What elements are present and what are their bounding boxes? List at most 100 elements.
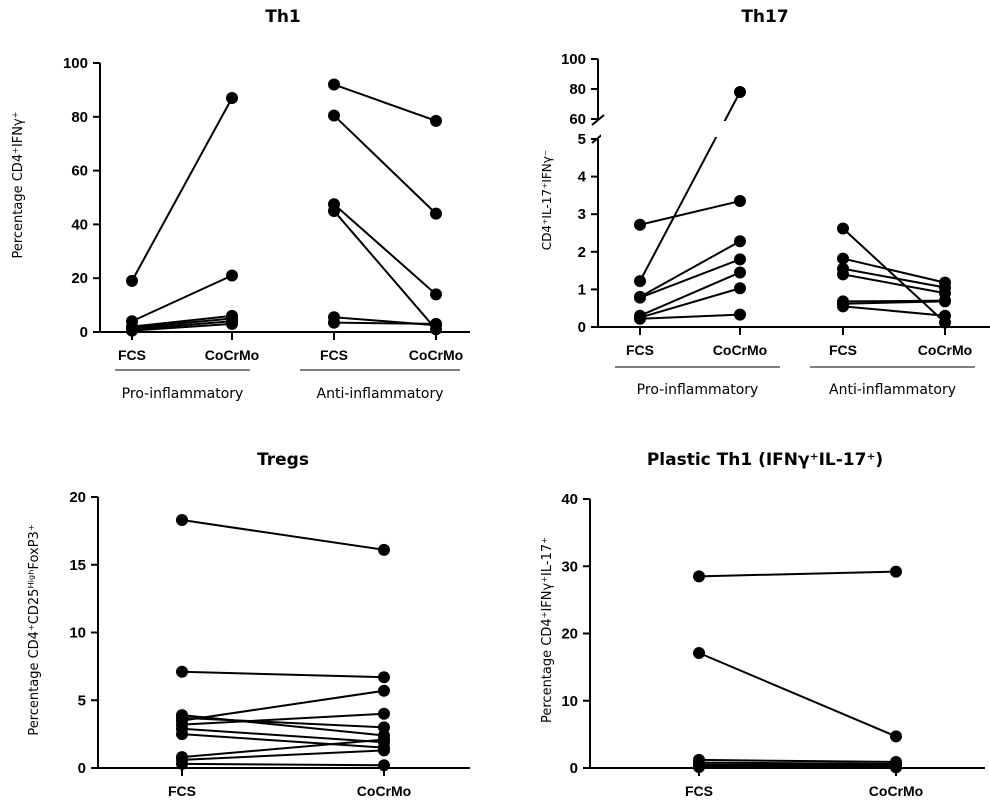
pair-line — [842, 305, 946, 317]
pair-line — [698, 570, 897, 578]
data-point — [634, 275, 646, 288]
group-label: Pro-inflammatory — [637, 382, 759, 398]
x-tick-label: CoCrMo — [713, 342, 767, 358]
pair-line — [131, 320, 233, 331]
data-point — [634, 291, 646, 304]
x-tick-label: FCS — [118, 347, 146, 363]
data-point — [226, 91, 238, 104]
x-tick-label: FCS — [685, 783, 713, 799]
group-label: Pro-inflammatory — [122, 386, 244, 402]
data-point — [378, 707, 390, 720]
data-point — [734, 253, 746, 266]
y-tick-label: 1 — [578, 281, 586, 298]
pair-line — [131, 97, 233, 282]
data-point — [693, 570, 705, 583]
pair-line — [333, 321, 437, 325]
chart-title: Tregs — [257, 450, 309, 470]
data-point — [328, 78, 340, 91]
y-axis-label: Percentage CD4⁺CD25ᴴⁱᵍʰFoxP3⁺ — [27, 524, 42, 735]
data-point — [890, 761, 902, 774]
panel-tregs: Tregs 0 5 10 15 20 FCS CoCrMo Percentage CD4⁺CD2… — [27, 450, 470, 799]
x-tick-label: FCS — [626, 342, 654, 358]
y-tick-label: 4 — [578, 169, 587, 186]
pair-line — [181, 712, 385, 726]
pair-line — [333, 203, 437, 296]
pair-line — [639, 313, 741, 320]
y-axis-label: Percentage CD4⁺IFNγ⁺IL-17⁺ — [540, 537, 555, 723]
panel-plastic: Plastic Th1 (IFNγ⁺IL-17⁺) 0 10 20 30 40 FCS CoC… — [540, 450, 985, 799]
x-tick-label: CoCrMo — [918, 342, 972, 358]
data-point — [430, 317, 442, 330]
data-point — [734, 266, 746, 279]
data-point — [837, 300, 849, 313]
data-point — [176, 728, 188, 741]
data-point — [378, 721, 390, 734]
data-point — [430, 207, 442, 220]
data-point — [226, 269, 238, 282]
panel-th17: Th17 0 1 2 3 4 5 60 80 100 FCS CoCrMo FCS CoCrMo CD4⁺I… — [540, 7, 990, 398]
y-tick-label: 15 — [69, 557, 86, 574]
x-tick-label: CoCrMo — [869, 783, 923, 799]
pair-line — [181, 716, 385, 729]
data-point — [126, 324, 138, 337]
data-point — [634, 312, 646, 325]
pair-line — [639, 287, 741, 319]
pair-line — [181, 749, 385, 761]
x-tick-label: CoCrMo — [409, 347, 463, 363]
y-tick-label: 80 — [71, 109, 88, 126]
pair-line — [842, 299, 946, 303]
y-tick-label: 20 — [71, 270, 88, 287]
pair-line — [131, 322, 233, 332]
pair-line — [842, 257, 946, 284]
data-point — [837, 222, 849, 235]
data-point — [734, 308, 746, 321]
data-point — [176, 665, 188, 678]
pair-line — [181, 519, 385, 551]
data-point — [693, 760, 705, 773]
data-point — [378, 744, 390, 757]
data-point — [176, 757, 188, 770]
data-point — [890, 565, 902, 578]
pair-line — [698, 763, 897, 767]
pair-line — [698, 761, 897, 765]
y-tick-label: 40 — [71, 216, 88, 233]
data-point — [430, 288, 442, 301]
group-label: Anti-inflammatory — [829, 382, 956, 398]
pair-line — [842, 227, 946, 324]
axis-break-gap — [601, 121, 990, 137]
y-tick-label: 100 — [561, 51, 586, 68]
y-tick-label: 10 — [561, 693, 578, 710]
group-label: Anti-inflammatory — [317, 386, 444, 402]
data-point — [693, 647, 705, 660]
panel-th1: Th1 0 20 40 60 80 100 FCS CoCrMo FCS CoCrMo Percent… — [11, 7, 470, 402]
y-tick-label: 20 — [69, 489, 86, 506]
pair-line — [698, 758, 897, 763]
data-point — [328, 204, 340, 217]
pair-line — [181, 689, 385, 722]
y-tick-label: 100 — [63, 55, 88, 72]
y-tick-label: 20 — [561, 626, 578, 643]
pair-line — [131, 317, 233, 329]
y-tick-label: 2 — [578, 244, 586, 261]
pair-line — [181, 738, 385, 759]
data-point — [734, 282, 746, 295]
y-tick-label: 5 — [78, 692, 86, 709]
data-point — [226, 317, 238, 330]
data-point — [634, 218, 646, 231]
y-tick-label: 40 — [561, 491, 578, 508]
data-point — [378, 671, 390, 684]
data-point — [378, 543, 390, 556]
pair-line — [639, 91, 741, 282]
data-point — [734, 235, 746, 248]
data-point — [378, 759, 390, 772]
pair-line — [698, 652, 897, 738]
data-point — [430, 114, 442, 127]
pair-line — [181, 733, 385, 749]
x-tick-label: FCS — [320, 347, 348, 363]
pair-line — [181, 727, 385, 744]
y-tick-label: 80 — [569, 81, 586, 98]
x-tick-label: CoCrMo — [205, 347, 259, 363]
y-tick-label: 0 — [578, 319, 586, 336]
pair-line — [639, 240, 741, 298]
y-axis-label: Percentage CD4⁺IFNγ⁺ — [11, 111, 26, 258]
